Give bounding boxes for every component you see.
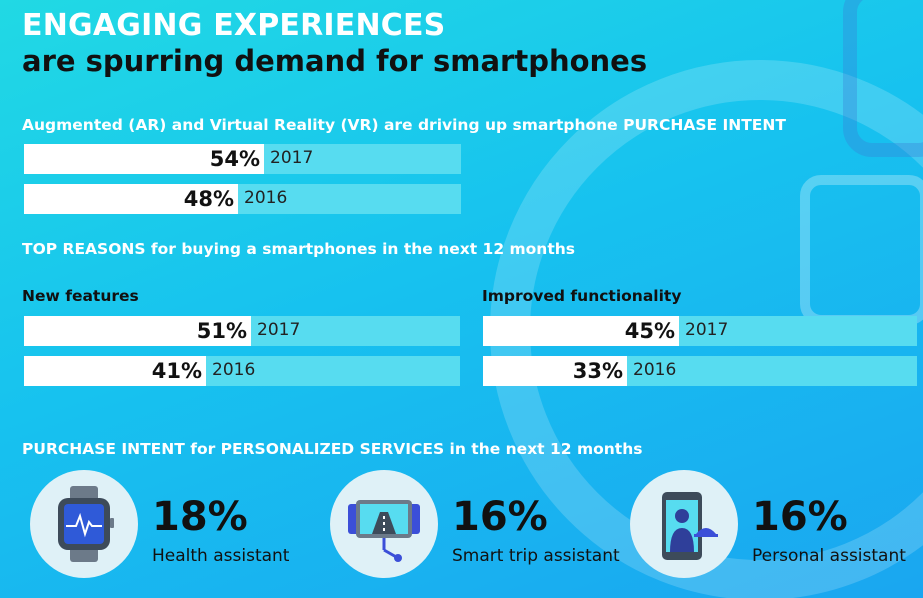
bar-value-label: 41% (151, 359, 202, 383)
bar-row: 41% 2016 (24, 356, 460, 386)
bar-row: 51% 2017 (24, 316, 460, 346)
bar: 45% (483, 316, 679, 346)
service-value: 16% (452, 494, 548, 540)
service-icon-circle (30, 470, 138, 578)
bar: 41% (24, 356, 206, 386)
road-screen-icon (348, 500, 420, 562)
reasons-heading: TOP REASONS for buying a smartphones in … (22, 240, 576, 258)
bar-value-label: 51% (196, 319, 247, 343)
improved-functionality-label: Improved functionality (482, 287, 682, 305)
new-features-label: New features (22, 287, 139, 305)
bar: 54% (24, 144, 264, 174)
service-value: 18% (152, 494, 248, 540)
bar-category-label: 2017 (685, 320, 729, 340)
bar-value-label: 48% (183, 187, 234, 211)
title-line-2: are spurring demand for smartphones (22, 44, 648, 78)
bar: 48% (24, 184, 238, 214)
bar-row: 54% 2017 (24, 144, 461, 174)
smartwatch-icon (58, 486, 114, 562)
service-value: 16% (752, 494, 848, 540)
bar-category-label: 2017 (257, 320, 301, 340)
bar-row: 45% 2017 (483, 316, 917, 346)
bar-category-label: 2016 (633, 360, 677, 380)
bar-value-label: 45% (624, 319, 675, 343)
service-icon-circle (330, 470, 438, 578)
bar: 33% (483, 356, 627, 386)
service-label: Smart trip assistant (452, 546, 620, 566)
bar-row: 48% 2016 (24, 184, 461, 214)
service-label: Personal assistant (752, 546, 906, 566)
bar-category-label: 2017 (270, 148, 314, 168)
phone-butler-icon (662, 492, 718, 560)
bar-row: 33% 2016 (483, 356, 917, 386)
bar-category-label: 2016 (212, 360, 256, 380)
bar: 51% (24, 316, 251, 346)
bar-category-label: 2016 (244, 188, 288, 208)
services-heading: PURCHASE INTENT for PERSONALIZED SERVICE… (22, 440, 643, 458)
arvr-chart-title: Augmented (AR) and Virtual Reality (VR) … (22, 116, 786, 134)
bar-value-label: 33% (572, 359, 623, 383)
bar-value-label: 54% (209, 147, 260, 171)
service-icon-circle (630, 470, 738, 578)
title-line-1: ENGAGING EXPERIENCES (22, 8, 446, 43)
service-label: Health assistant (152, 546, 290, 566)
